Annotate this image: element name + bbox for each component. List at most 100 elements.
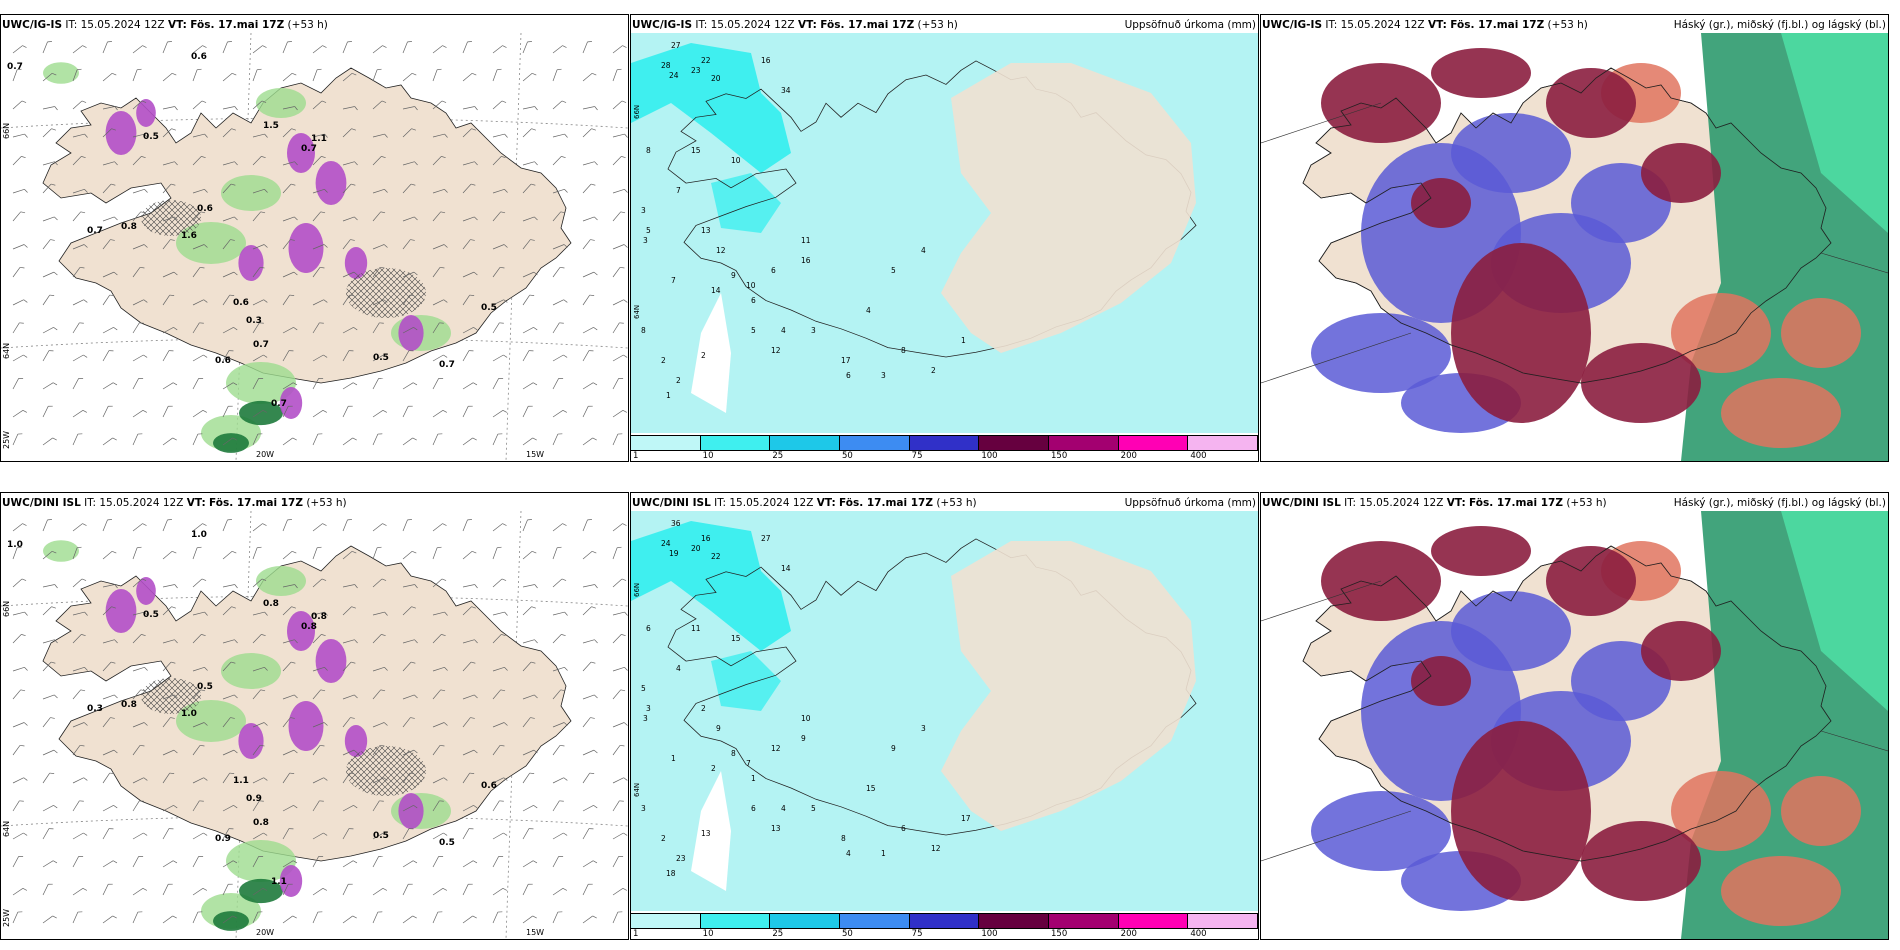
barb-flag xyxy=(590,239,595,241)
barb-flag xyxy=(500,211,506,214)
precip-value-label: 10 xyxy=(731,156,741,165)
graticule-line xyxy=(1261,810,1412,862)
colorbar: 1 10 25 50 75 100 150 200 400 xyxy=(631,435,1258,461)
barb-flag xyxy=(23,354,28,358)
barb-flag xyxy=(589,772,595,774)
barb-flag xyxy=(380,689,386,692)
barb-shaft xyxy=(462,772,471,784)
barb-shaft xyxy=(72,856,79,868)
wind-barb xyxy=(462,883,473,896)
barb-shaft xyxy=(492,911,499,924)
precip-value-label: 11 xyxy=(691,624,701,633)
barb-shaft xyxy=(102,106,115,110)
precip-heavy-area xyxy=(213,911,249,931)
barb-shaft xyxy=(522,551,533,560)
wind-barb xyxy=(132,832,148,840)
barb-shaft xyxy=(552,666,565,672)
barb-shaft xyxy=(222,161,235,166)
wind-barb xyxy=(12,800,24,812)
barb-shaft xyxy=(342,584,355,588)
barb-flag xyxy=(259,800,264,802)
lat-label: 66N xyxy=(633,105,641,119)
wind-barb xyxy=(132,744,145,756)
barb-flag xyxy=(322,45,327,48)
convective-area xyxy=(279,865,303,897)
wind-barb xyxy=(192,611,208,616)
wind-barb xyxy=(282,106,298,111)
wind-barb xyxy=(192,800,204,812)
wind-barb xyxy=(42,216,58,222)
colorbar-segment xyxy=(1049,913,1119,929)
barb-shaft xyxy=(432,299,444,306)
precip-value-label: 8 xyxy=(901,346,906,355)
barb-shaft xyxy=(522,106,535,110)
barb-shaft xyxy=(372,578,383,588)
barb-flag xyxy=(108,828,114,830)
barb-flag xyxy=(504,189,508,193)
barb-shaft xyxy=(522,406,529,418)
panel-header: UWC/DINI ISL IT: 15.05.2024 12Z VT: Fös.… xyxy=(1262,495,1886,511)
high-cloud-area xyxy=(1781,511,1888,711)
barb-shaft xyxy=(552,745,561,756)
barb-shaft xyxy=(612,777,624,784)
wind-barb xyxy=(492,611,508,616)
wind-barb xyxy=(582,550,597,560)
barb-shaft xyxy=(282,437,293,446)
wind-barb xyxy=(192,68,202,82)
barb-shaft xyxy=(132,856,139,868)
barb-flag xyxy=(503,777,508,781)
wind-barb xyxy=(252,832,268,840)
barb-flag xyxy=(108,350,114,352)
barb-shaft xyxy=(12,45,23,54)
wind-barb xyxy=(192,777,208,784)
barb-flag xyxy=(410,661,416,664)
wind-barb xyxy=(582,772,595,784)
barb-flag xyxy=(168,350,174,352)
barb-flag xyxy=(380,211,386,214)
barb-flag xyxy=(437,68,442,71)
wind-barb xyxy=(492,832,508,840)
barb-flag xyxy=(443,777,448,781)
barb-flag xyxy=(174,584,178,589)
barb-shaft xyxy=(102,860,114,868)
precip-heavy-area xyxy=(239,878,283,904)
wind-barb xyxy=(192,546,202,560)
barb-flag xyxy=(199,322,204,324)
barb-shaft xyxy=(402,350,410,362)
barb-flag xyxy=(204,133,208,138)
precip-value-label: 1 xyxy=(961,336,966,345)
barb-shaft xyxy=(402,884,409,896)
barb-flag xyxy=(412,72,417,76)
barb-shaft xyxy=(552,611,565,616)
wind-barb xyxy=(222,915,237,924)
wind-barb xyxy=(282,661,296,672)
wind-barb xyxy=(282,161,298,166)
barb-flag xyxy=(232,382,238,386)
wind-barb xyxy=(432,211,446,222)
barb-flag xyxy=(528,350,534,352)
barb-shaft xyxy=(492,211,501,222)
barb-shaft xyxy=(612,267,621,278)
wind-barb xyxy=(252,546,262,560)
barb-shaft xyxy=(162,661,172,672)
barb-shaft xyxy=(162,161,175,166)
barb-shaft xyxy=(552,433,559,446)
barb-shaft xyxy=(222,661,232,672)
wind-barb xyxy=(192,634,206,644)
barb-shaft xyxy=(522,161,535,166)
wind-barb xyxy=(12,68,22,82)
wind-barb xyxy=(492,322,504,334)
barb-flag xyxy=(411,606,416,609)
precip-light-area xyxy=(226,362,296,404)
barb-shaft xyxy=(372,745,381,756)
colorbar-segment xyxy=(909,913,980,929)
wind-barb xyxy=(612,689,626,700)
wind-barb xyxy=(312,777,328,784)
wind-barb xyxy=(12,578,27,588)
barb-flag xyxy=(21,100,27,103)
wind-barb xyxy=(162,694,178,700)
barb-flag xyxy=(20,689,26,692)
barb-flag xyxy=(51,128,56,131)
wind-barb xyxy=(582,161,598,166)
barb-flag xyxy=(497,68,502,71)
